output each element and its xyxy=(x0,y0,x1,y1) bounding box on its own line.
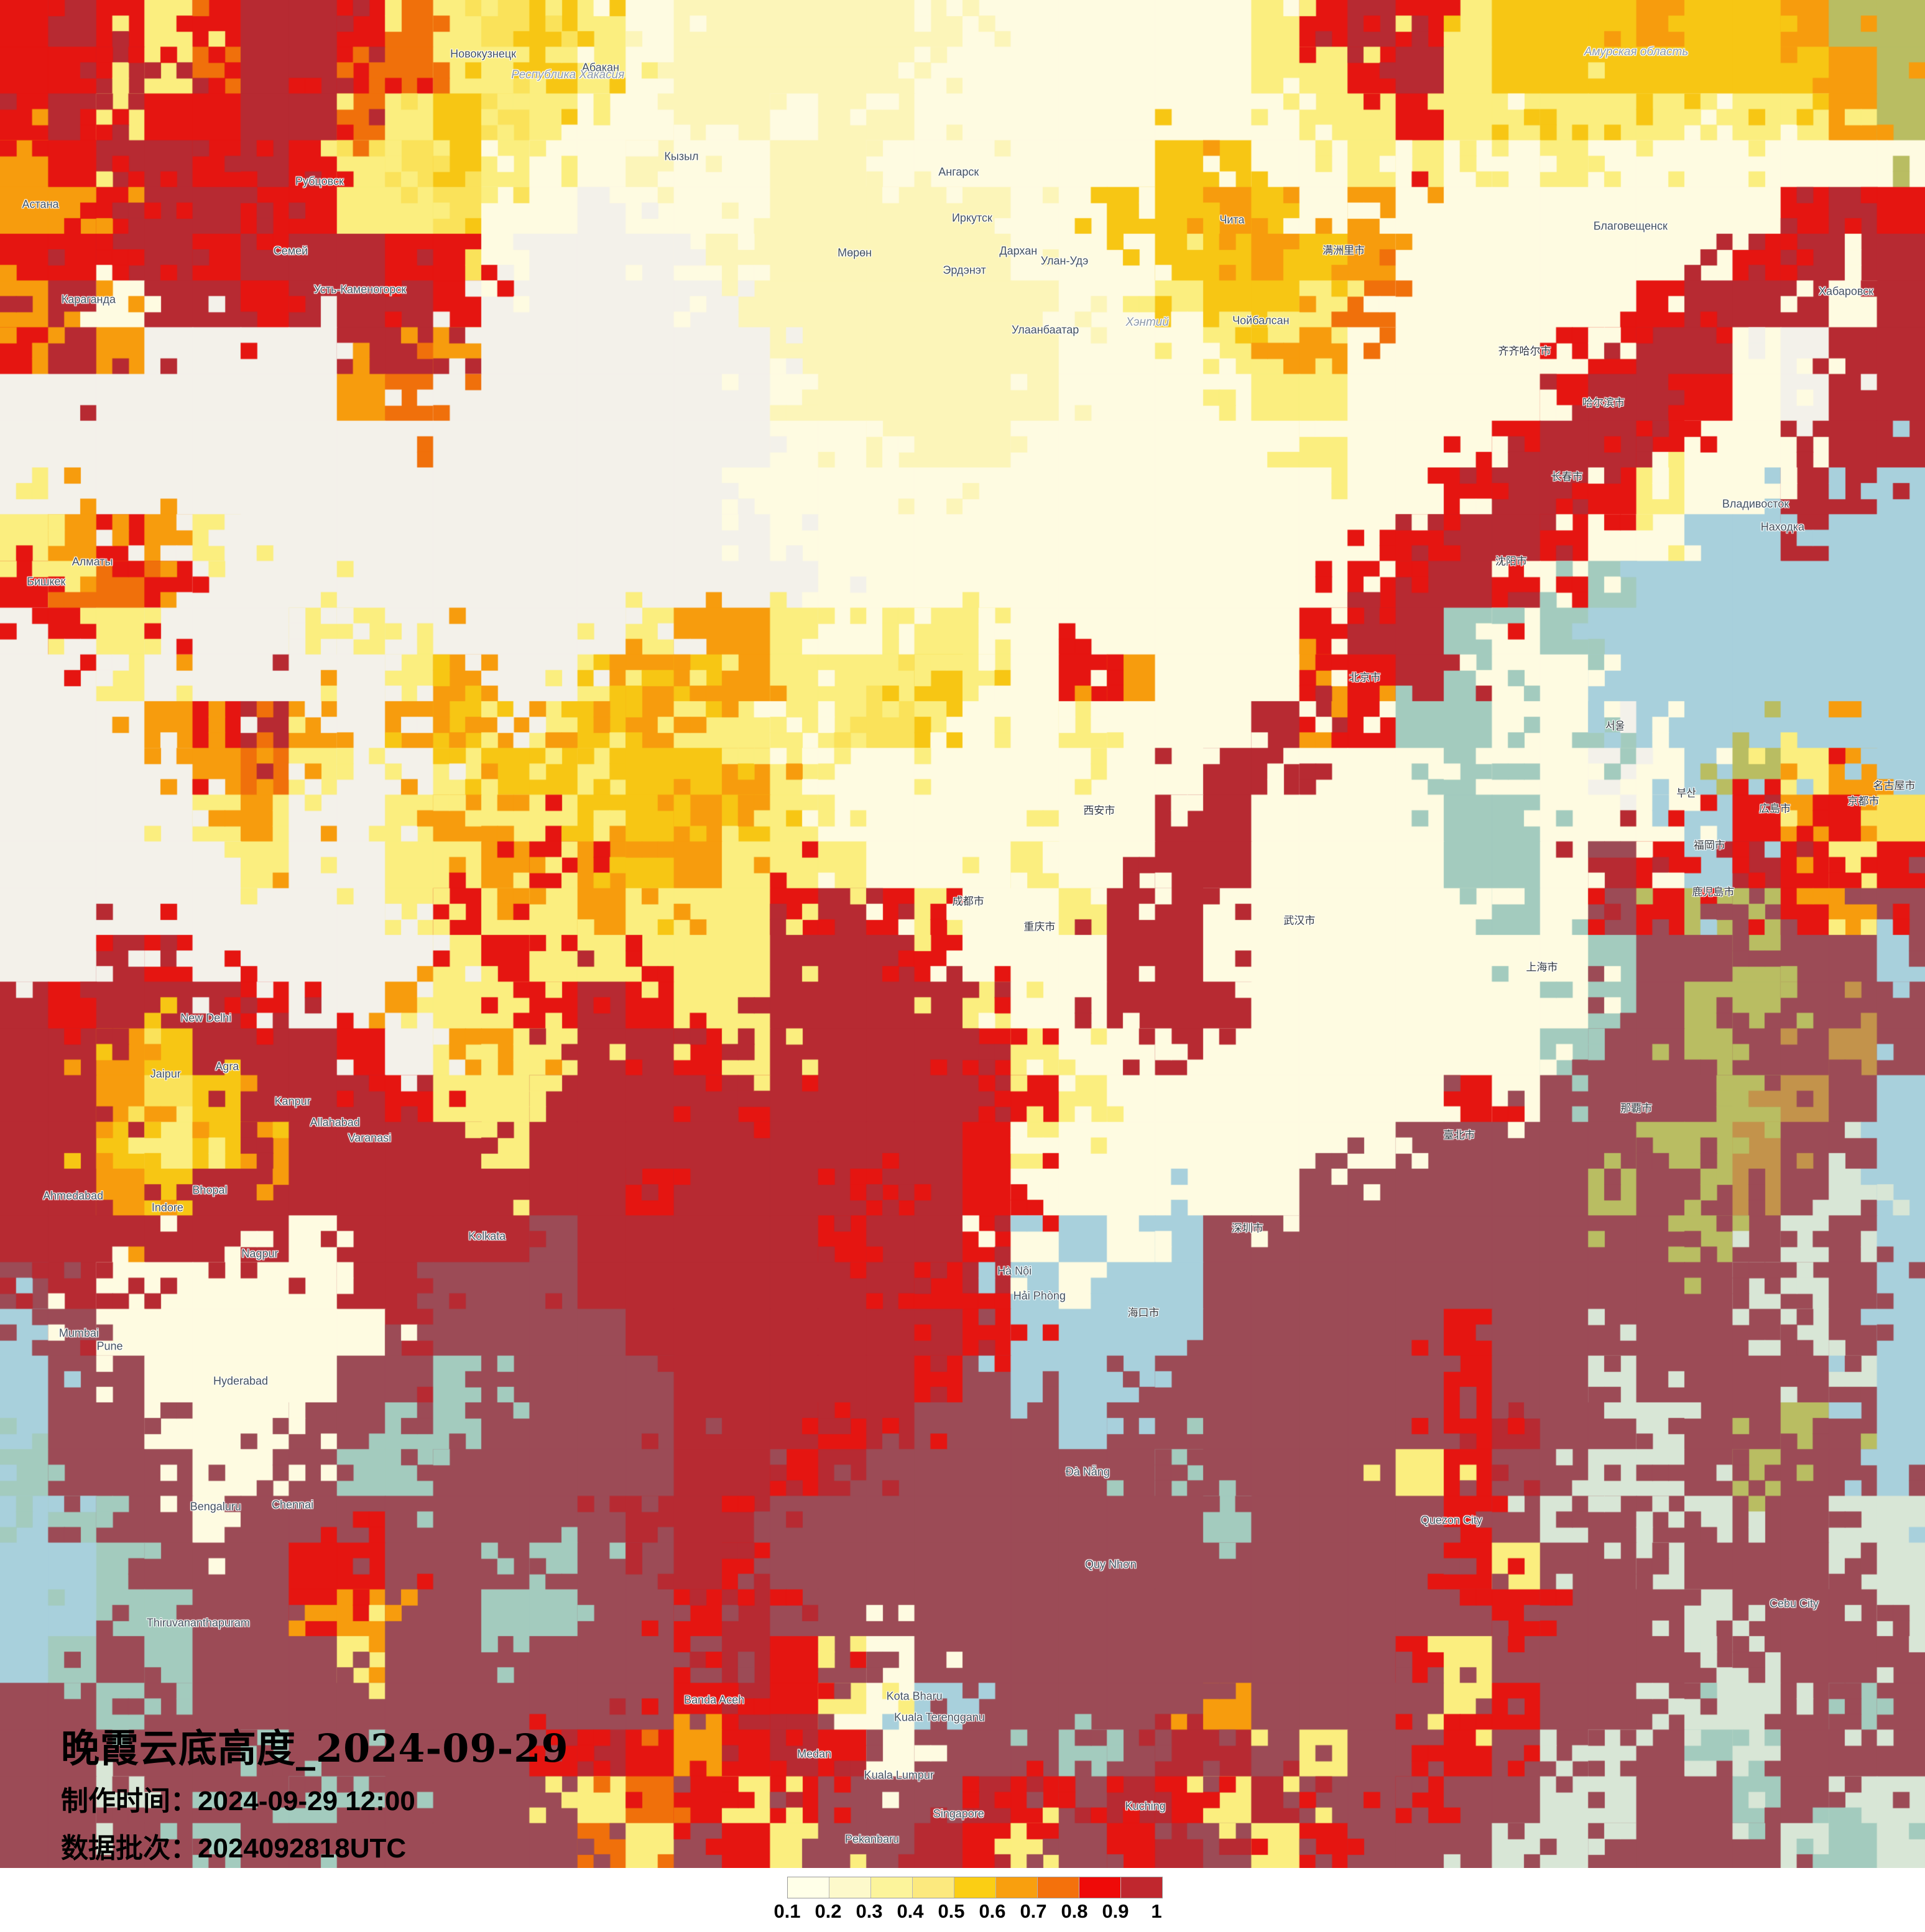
production-time-label: 制作时间： xyxy=(61,1785,198,1817)
legend-tick-label: 0.9 xyxy=(1102,1900,1129,1922)
legend-swatch xyxy=(996,1877,1038,1898)
legend-area: 0.1 0.2 0.3 0.4 0.5 0.6 0.7 0.8 0.9 1 xyxy=(0,1868,1925,1932)
weather-overlay-map: Астана Караганда Рубцовск Семей Усть-Каменог… xyxy=(0,0,1925,1870)
legend-swatch xyxy=(1038,1877,1079,1898)
legend-tick-label: 0.8 xyxy=(1061,1900,1088,1922)
legend-swatch xyxy=(1121,1877,1162,1898)
legend-tick-label: 0.1 xyxy=(773,1900,801,1922)
legend-tick-label: 0.7 xyxy=(1020,1900,1047,1922)
color-scale-bar xyxy=(787,1877,1163,1898)
legend-tick-label: 0.3 xyxy=(856,1900,883,1922)
legend-swatch xyxy=(829,1877,871,1898)
production-time-line: 制作时间：2024-09-29 12:00 xyxy=(61,1788,569,1815)
legend-swatch xyxy=(954,1877,996,1898)
data-batch-label: 数据批次： xyxy=(61,1833,198,1864)
legend-tick-label: 1 xyxy=(1151,1900,1162,1922)
production-time-value: 2024-09-29 12:00 xyxy=(198,1786,415,1816)
map-annotation-block: 晚霞云底高度_2024-09-29 制作时间：2024-09-29 12:00 … xyxy=(61,1729,569,1862)
legend-swatch xyxy=(1079,1877,1121,1898)
legend-tick-label: 0.2 xyxy=(815,1900,842,1922)
legend-swatch xyxy=(871,1877,913,1898)
data-batch-line: 数据批次：2024092818UTC xyxy=(61,1835,569,1862)
legend-swatch xyxy=(788,1877,829,1898)
legend-tick-label: 0.4 xyxy=(897,1900,924,1922)
map-title: 晚霞云底高度_2024-09-29 xyxy=(61,1726,569,1771)
legend-swatch xyxy=(913,1877,954,1898)
legend-tick-label: 0.6 xyxy=(979,1900,1006,1922)
cloud-base-height-raster xyxy=(0,0,1925,1870)
data-batch-value: 2024092818UTC xyxy=(198,1833,407,1864)
legend-tick-label: 0.5 xyxy=(938,1900,965,1922)
